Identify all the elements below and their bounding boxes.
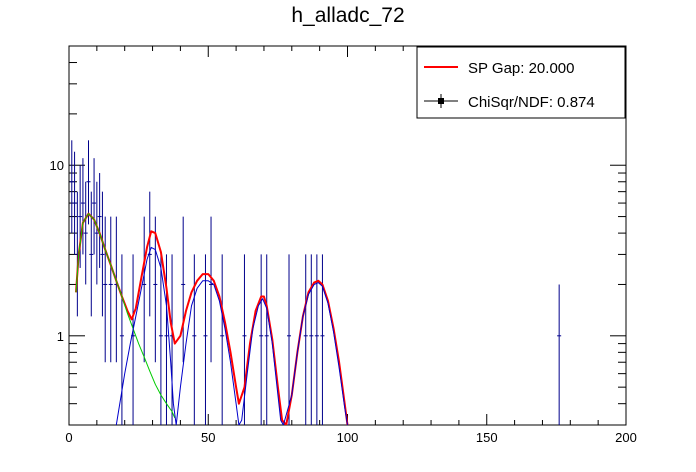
legend-box [416,46,626,119]
legend-marker-square [438,98,444,104]
histogram-point [72,151,77,255]
fit-curve-2 [115,246,348,425]
y-tick-label: 10 [50,158,64,173]
histogram-point [209,216,214,363]
legend-label-chisqr: ChiSqr/NDF: 0.874 [468,94,595,111]
legend-label-sp-gap: SP Gap: 20.000 [468,60,574,77]
histogram-point [309,254,314,425]
histogram-point [303,254,308,425]
histogram-point [264,254,269,425]
x-tick-label: 0 [65,430,72,445]
histogram-point [147,191,152,317]
histogram-point [89,191,94,317]
x-tick-label: 150 [476,430,498,445]
histogram-point [119,254,124,425]
axes-ticks: 0 50 100 150 200 1 10 [50,45,637,445]
histogram-point [181,216,186,363]
histogram-point [192,254,197,425]
histogram-point [131,254,136,425]
histogram-point [69,140,74,234]
x-tick-label: 100 [337,430,359,445]
histogram-point [83,181,88,285]
histogram-layer [69,140,562,425]
histogram-point [220,254,225,425]
fit-curves-layer [75,212,349,425]
histogram-point [158,254,163,425]
histogram-point [86,140,91,225]
chart-title: h_alladc_72 [291,4,405,27]
histogram-point [320,254,325,425]
histogram-point [557,284,562,425]
histogram-point [80,158,85,255]
histogram-point [153,216,158,363]
fit-curve-1 [75,213,176,419]
y-tick-label: 1 [57,329,64,344]
histogram-point [100,191,105,317]
histogram-point [94,181,99,285]
x-tick-label: 200 [615,430,637,445]
histogram-point [203,254,208,425]
histogram-point [108,216,113,363]
x-tick-label: 50 [201,430,215,445]
histogram-point [142,216,147,363]
legend: SP Gap: 20.000 ChiSqr/NDF: 0.874 [416,46,626,119]
histogram-point [114,216,119,363]
histogram-point [287,254,292,425]
histogram-point [103,216,108,363]
histogram-point [97,173,102,268]
histogram-point [92,158,97,255]
histogram-point [259,254,264,425]
